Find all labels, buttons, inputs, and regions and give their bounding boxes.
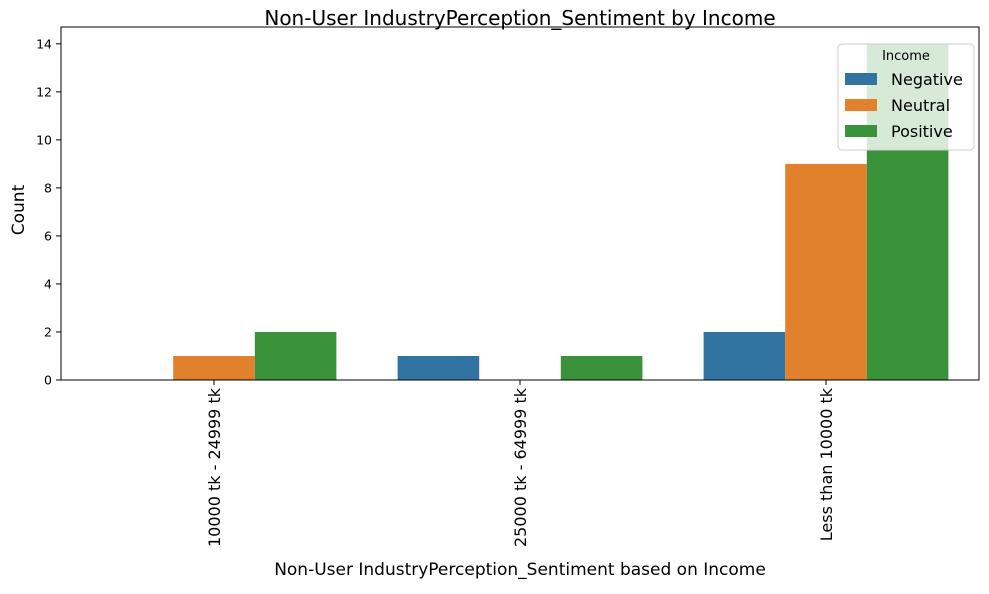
y-tick-label: 4 (44, 276, 52, 291)
legend-label-neutral: Neutral (891, 96, 950, 115)
bar-negative-1 (397, 355, 480, 380)
y-tick-label: 0 (44, 373, 52, 388)
bar-negative-2 (703, 331, 786, 380)
legend-swatch-neutral (845, 99, 877, 111)
plot-frame (60, 26, 980, 381)
bar-positive-0 (254, 331, 337, 380)
legend-title: Income (882, 49, 930, 64)
y-axis: 0 2 4 6 8 10 12 14 (36, 36, 61, 388)
legend-label-positive: Positive (891, 122, 953, 141)
x-axis-label: Non-User IndustryPerception_Sentiment ba… (274, 560, 766, 580)
y-tick-label: 12 (36, 84, 52, 99)
x-tick-label: Less than 10000 tk (817, 387, 836, 541)
x-tick-label: 10000 tk - 24999 tk (205, 387, 224, 547)
bar-positive-1 (560, 355, 643, 380)
y-tick-label: 2 (44, 324, 52, 339)
y-tick-label: 6 (44, 228, 52, 243)
legend: Income Negative Neutral Positive (837, 43, 975, 151)
legend-swatch-negative (845, 73, 877, 85)
legend-box (837, 43, 975, 151)
x-tick-label: 25000 tk - 64999 tk (511, 387, 530, 547)
y-tick-label: 8 (44, 180, 52, 195)
x-axis: 10000 tk - 24999 tk 25000 tk - 64999 tk Le… (205, 380, 836, 547)
y-tick-label: 10 (36, 132, 52, 147)
legend-label-negative: Negative (891, 70, 963, 89)
y-tick-label: 14 (36, 36, 52, 51)
chart-title: Non-User IndustryPerception_Sentiment by… (264, 6, 775, 30)
bar-neutral-0 (173, 355, 255, 380)
legend-swatch-positive (845, 125, 877, 137)
bar-neutral-2 (785, 163, 867, 380)
y-axis-label: Count (9, 184, 29, 235)
bars-layer (173, 43, 949, 381)
